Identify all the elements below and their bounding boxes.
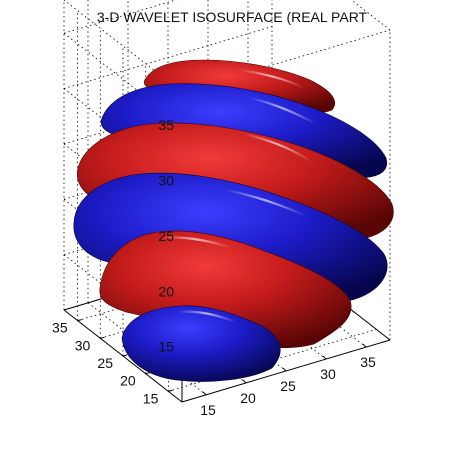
chart-title: 3-D WAVELET ISOSURFACE (REAL PART — [97, 9, 368, 25]
y-tick-label: 30 — [75, 337, 91, 353]
x-tick-label: 20 — [240, 390, 256, 406]
y-tick-mark — [122, 354, 128, 357]
x-tick-label: 15 — [200, 402, 216, 418]
x-tick-mark — [282, 367, 287, 372]
y-tick-label: 20 — [120, 373, 136, 389]
x-tick-mark — [202, 391, 207, 396]
y-tick-mark — [168, 389, 173, 392]
x-tick-mark — [362, 343, 367, 348]
x-tick-mark — [242, 379, 247, 384]
y-tick-label: 35 — [52, 320, 68, 336]
y-tick-label: 15 — [143, 390, 159, 406]
x-tick-label: 35 — [360, 354, 376, 370]
band-highlight — [176, 310, 238, 324]
band-surface — [121, 305, 281, 382]
z-tick-label: 30 — [158, 173, 174, 189]
band-highlight — [224, 188, 308, 218]
isosurface-band-negative — [121, 305, 281, 382]
x-tick-label: 30 — [320, 366, 336, 382]
band-highlight — [238, 68, 306, 90]
z-tick-label: 15 — [158, 339, 174, 355]
isosurface — [73, 59, 394, 382]
x-tick-label: 25 — [280, 378, 296, 394]
x-tick-mark — [322, 355, 327, 360]
band-highlight — [158, 236, 234, 250]
band-highlight — [248, 96, 318, 126]
tick-labels: 15 20 25 30 35 15 20 25 30 35 15 20 25 30 35 — [52, 117, 376, 418]
y-tick-mark — [77, 319, 82, 322]
band-highlight — [242, 132, 314, 164]
y-tick-mark — [100, 336, 105, 339]
z-tick-label: 25 — [158, 228, 174, 244]
z-grid-line — [63, 0, 177, 34]
z-tick-label: 35 — [158, 117, 174, 133]
y-tick-label: 25 — [97, 355, 113, 371]
z-tick-label: 20 — [158, 283, 174, 299]
y-tick-mark — [145, 372, 150, 375]
